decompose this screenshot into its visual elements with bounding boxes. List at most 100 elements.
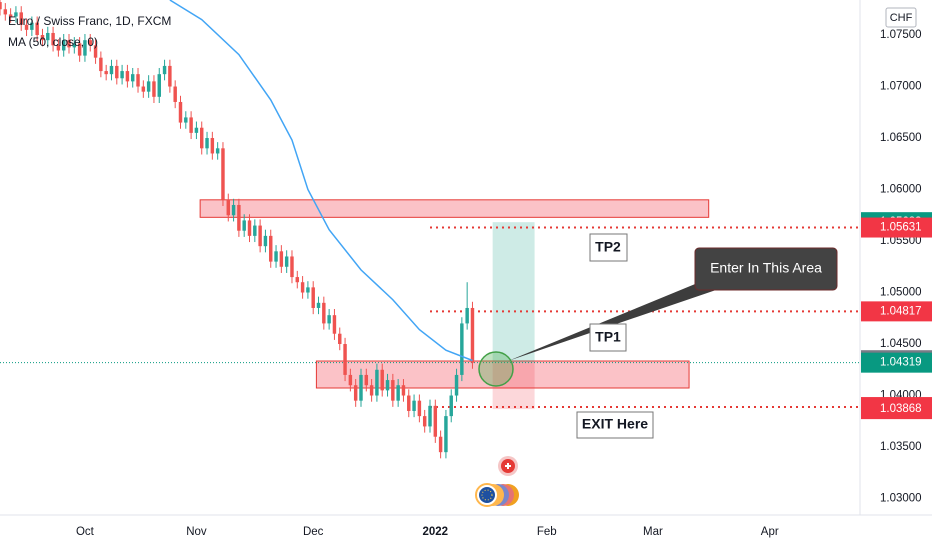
y-tick-label: 1.05000	[880, 287, 922, 299]
price-tag	[861, 301, 932, 322]
price-tag-label: 1.04319	[880, 357, 922, 369]
candle-body	[444, 416, 448, 453]
y-tick-label: 1.07500	[880, 29, 922, 41]
candle-body	[465, 307, 469, 324]
price-tag	[861, 399, 932, 420]
candle-body	[200, 127, 204, 149]
candle-body	[412, 400, 416, 411]
x-tick-label: Mar	[643, 526, 663, 538]
candle-body	[231, 204, 236, 216]
tp1-label: TP1	[595, 329, 621, 345]
candle-body	[30, 22, 34, 30]
candle-body	[210, 138, 215, 154]
candle-body	[168, 65, 172, 87]
candle-body	[284, 256, 289, 267]
event-icons	[475, 456, 519, 507]
candle-body	[247, 220, 252, 236]
candle-body	[152, 81, 156, 97]
candle-body	[35, 22, 39, 36]
candle-body	[173, 86, 177, 102]
entry-circle	[478, 351, 514, 387]
currency: CHF	[890, 12, 913, 24]
candle-body	[125, 71, 130, 82]
candle-body	[215, 148, 220, 154]
candle-body	[205, 138, 209, 149]
chart-title: Euro / Swiss Franc, 1D, FXCM	[8, 14, 171, 28]
candle-body	[253, 225, 257, 236]
candle-body	[269, 235, 273, 262]
candle-body	[348, 374, 353, 386]
candle-body	[14, 12, 18, 17]
candle-body	[338, 333, 342, 345]
candle-body	[72, 43, 77, 48]
x-tick-label: 2022	[423, 526, 449, 538]
event-icon-cross	[505, 463, 511, 469]
candle-body	[460, 323, 464, 375]
price-tag-label: 1.05631	[880, 222, 922, 234]
candle-body	[19, 12, 23, 25]
candle-body	[359, 374, 363, 401]
candle-body	[364, 374, 369, 386]
candle-body	[306, 287, 310, 293]
candle-body	[136, 74, 140, 87]
candle-body	[83, 40, 87, 56]
price-tag	[861, 217, 932, 238]
candle-body	[67, 40, 71, 48]
candle-body	[454, 374, 459, 396]
exit-label: EXIT Here	[582, 416, 648, 432]
candle-body	[327, 315, 331, 324]
candle-body	[56, 45, 61, 51]
candle-body	[300, 282, 305, 293]
y-tick-label: 1.06000	[880, 184, 922, 196]
position-profit	[492, 222, 535, 363]
ma-line	[169, 0, 473, 362]
tp1-box	[589, 323, 627, 352]
candle-body	[258, 225, 262, 247]
candle-body	[194, 127, 199, 133]
candle-body	[130, 74, 135, 82]
candle-body	[221, 148, 225, 200]
y-tick-label: 1.03500	[880, 441, 922, 453]
zone	[199, 199, 710, 218]
candle-body	[396, 385, 400, 401]
candle-body	[237, 204, 241, 231]
event-icon	[479, 487, 495, 503]
price-tag-label: 1.03868	[880, 403, 922, 415]
candle-body	[88, 40, 92, 46]
candle-body	[401, 385, 406, 396]
candle-body	[343, 344, 347, 375]
candle-body	[93, 45, 98, 58]
candle-body	[279, 251, 284, 267]
candle-body	[385, 380, 390, 391]
candle-body	[428, 405, 432, 427]
candle-body	[353, 385, 358, 401]
candle-body	[391, 380, 395, 401]
candle-body	[120, 71, 124, 79]
callout-pointer	[508, 282, 716, 361]
candle-body	[24, 24, 29, 30]
currency-box	[885, 7, 917, 28]
candle-body	[162, 65, 167, 75]
candle-body	[146, 81, 151, 92]
candle-body	[263, 235, 268, 247]
x-tick-label: Feb	[537, 526, 557, 538]
indicator-name: MA (50, close, 0)	[8, 35, 98, 49]
candle-body	[295, 277, 300, 283]
candle-body	[0, 2, 2, 10]
price-tag-label: 1.04817	[880, 305, 922, 317]
candle-body	[99, 57, 103, 72]
candle-body	[449, 395, 453, 417]
event-icon-stars	[481, 489, 493, 501]
y-tick-label: 1.06500	[880, 132, 922, 144]
candle-body	[332, 315, 337, 334]
axes: 1.030001.035001.040001.045001.050001.055…	[76, 29, 932, 538]
candle-body	[375, 369, 379, 396]
tp2-label: TP2	[595, 239, 621, 255]
candle-body	[438, 436, 443, 453]
x-tick-label: Apr	[761, 526, 779, 538]
candle-body	[8, 14, 13, 17]
candle-body	[3, 9, 8, 15]
callout-box	[694, 247, 838, 291]
annotations: Enter In This Area TP2 TP1 EXIT Here	[478, 233, 838, 439]
